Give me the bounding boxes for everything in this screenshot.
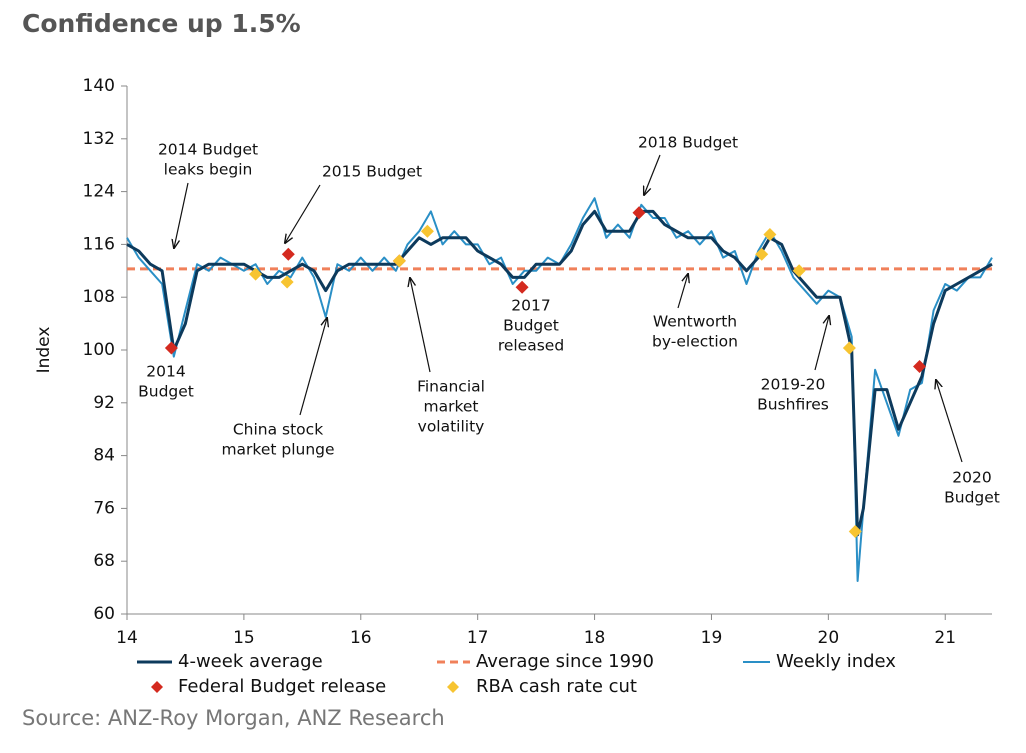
y-tick-label: 84 <box>93 446 115 466</box>
y-tick-label: 76 <box>93 498 115 518</box>
legend-label: Average since 1990 <box>476 651 654 672</box>
x-tick-label: 18 <box>584 628 606 648</box>
y-tick-label: 124 <box>83 182 115 202</box>
series-line <box>126 197 993 582</box>
y-axis-label: Index <box>34 327 54 374</box>
y-tick-label: 60 <box>93 604 115 624</box>
legend-label: Federal Budget release <box>178 676 386 697</box>
annotation-arrow <box>285 184 321 243</box>
annotation-arrow <box>299 318 327 416</box>
annotation: 2015 Budget <box>322 163 422 181</box>
annotation: by-election <box>652 333 738 351</box>
annotation: 2018 Budget <box>638 134 738 152</box>
event-marker <box>280 275 294 289</box>
y-tick-label: 108 <box>83 287 115 307</box>
annotation: 2019-20 <box>761 376 826 394</box>
annotation: volatility <box>418 418 485 436</box>
event-marker <box>420 224 434 238</box>
y-tick-label: 100 <box>83 340 115 360</box>
x-tick-label: 16 <box>350 628 372 648</box>
y-tick-label: 116 <box>83 234 115 254</box>
legend-label: RBA cash rate cut <box>476 676 637 697</box>
y-tick-label: 140 <box>83 76 115 96</box>
annotation: 2020 <box>952 469 991 487</box>
event-marker <box>763 228 777 241</box>
annotation: market plunge <box>221 441 334 459</box>
x-tick-label: 19 <box>701 628 723 648</box>
annotation: released <box>498 337 564 355</box>
annotation-arrow <box>410 278 431 373</box>
event-marker <box>281 247 295 261</box>
event-marker <box>842 341 856 355</box>
event-marker <box>632 206 646 220</box>
source: Source: ANZ-Roy Morgan, ANZ Research <box>22 706 445 730</box>
y-tick-label: 68 <box>93 551 115 571</box>
annotation: 2014 <box>146 363 185 381</box>
annotation: China stock <box>233 421 323 439</box>
event-marker <box>755 247 769 261</box>
annotation: 2014 Budget <box>158 141 258 159</box>
annotation: market <box>423 398 478 416</box>
annotation-arrow <box>936 380 963 463</box>
x-tick-label: 17 <box>467 628 489 648</box>
annotation: Bushfires <box>757 396 829 414</box>
legend-swatch <box>447 681 459 693</box>
legend-label: 4-week average <box>178 651 323 672</box>
annotation: leaks begin <box>164 161 253 179</box>
annotation-arrow <box>644 154 661 195</box>
series-line <box>126 209 993 537</box>
annotation-arrow <box>814 316 829 371</box>
x-tick-label: 15 <box>233 628 255 648</box>
annotation: Budget <box>503 317 559 335</box>
event-marker <box>164 341 178 355</box>
annotation: Wentworth <box>653 313 737 331</box>
annotation-arrow <box>677 274 688 309</box>
event-marker <box>848 525 862 538</box>
event-marker <box>792 264 806 278</box>
annotation: Financial <box>417 378 485 396</box>
annotation: Budget <box>944 489 1000 507</box>
event-marker <box>249 267 263 281</box>
chart-title: Confidence up 1.5% <box>22 9 301 38</box>
legend-swatch <box>151 681 163 693</box>
y-tick-label: 92 <box>93 393 115 413</box>
event-marker <box>913 360 927 373</box>
annotation: Budget <box>138 383 194 401</box>
x-tick-label: 14 <box>116 628 138 648</box>
legend-label: Weekly index <box>776 651 896 672</box>
annotation-arrow <box>174 182 189 248</box>
annotation: 2017 <box>511 297 550 315</box>
y-tick-label: 132 <box>83 129 115 149</box>
x-tick-label: 21 <box>934 628 956 648</box>
x-tick-label: 20 <box>818 628 840 648</box>
event-marker <box>392 254 406 268</box>
event-marker <box>515 280 529 294</box>
